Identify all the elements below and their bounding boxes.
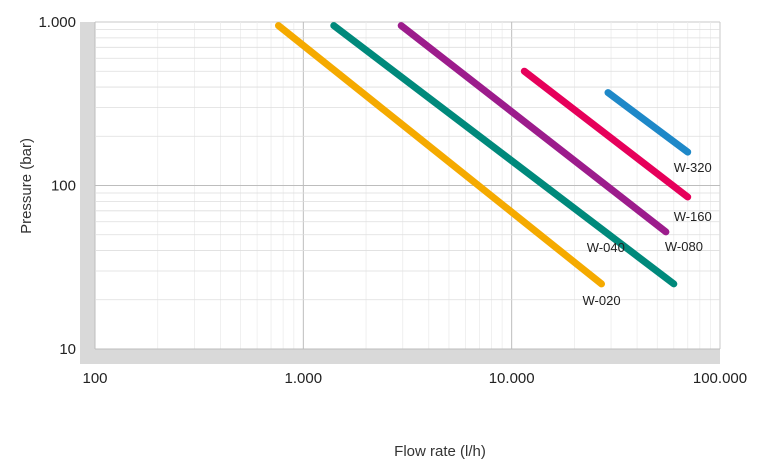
series-layer	[275, 22, 692, 288]
series-labels: W-020 W-040 W-080 W-160 W-320	[583, 160, 712, 308]
series-label-w-020: W-020	[583, 293, 621, 308]
x-axis-label: Flow rate (l/h)	[394, 443, 486, 460]
series-line-w-040	[330, 22, 678, 288]
y-tick-label: 10	[59, 341, 76, 358]
x-tick-label: 1.000	[285, 370, 323, 387]
grid	[80, 21, 721, 364]
series-label-w-160: W-160	[674, 209, 712, 224]
bottom-axis-band	[80, 349, 720, 364]
x-tick-label: 10.000	[489, 370, 535, 387]
x-tick-label: 100.000	[693, 370, 747, 387]
y-axis-label: Pressure (bar)	[18, 138, 35, 234]
left-axis-band	[80, 22, 95, 364]
y-tick-label: 100	[51, 178, 76, 195]
tick-labels: 100 1.000 10.000 100.000 1.000 100 10	[38, 14, 747, 387]
x-tick-label: 100	[82, 370, 107, 387]
series-line-w-160	[520, 67, 692, 201]
series-line-w-020	[275, 22, 605, 288]
series-label-w-320: W-320	[674, 160, 712, 175]
y-tick-label: 1.000	[38, 14, 76, 31]
series-line-w-080	[397, 22, 670, 236]
series-line-w-320	[604, 89, 692, 156]
series-label-w-080: W-080	[665, 239, 703, 254]
series-label-w-040: W-040	[587, 240, 625, 255]
